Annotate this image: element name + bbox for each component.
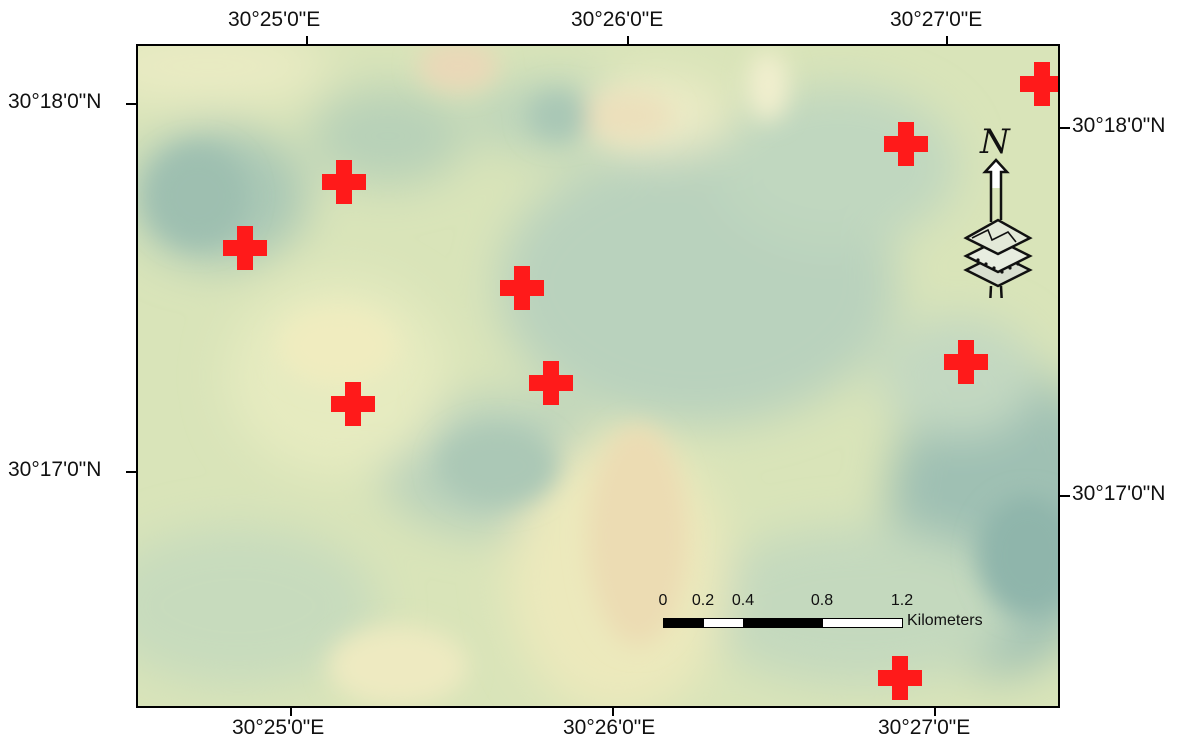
tick-top-1 [306,36,308,46]
lat-label-right-2: 30°17'0"N [1072,482,1166,505]
tick-top-3 [946,36,948,46]
lon-label-top-1: 30°25'0"E [228,8,321,31]
tick-right-1 [1060,127,1070,129]
marker-4[interactable] [529,361,573,405]
lon-label-bottom-3: 30°27'0"E [878,716,971,739]
marker-5[interactable] [331,382,375,426]
scale-label-0: 0 [658,592,668,609]
lat-label-left-2: 30°17'0"N [8,458,102,481]
scale-segment-4 [822,618,903,628]
tick-bottom-2 [612,706,614,716]
scale-label-0-8: 0.8 [810,592,834,609]
scale-bar: 0 0.2 0.4 0.8 1.2 Kilometers [658,592,1018,636]
lon-label-bottom-1: 30°25'0"E [232,716,325,739]
marker-1[interactable] [322,160,366,204]
scale-label-0-4: 0.4 [731,592,755,609]
north-arrow: N [958,122,1038,298]
scale-unit: Kilometers [907,612,983,629]
scale-segment-2 [703,618,744,628]
north-label: N [980,122,1010,162]
lat-label-left-1: 30°18'0"N [8,90,102,113]
lon-label-bottom-2: 30°26'0"E [563,716,656,739]
tick-bottom-3 [934,706,936,716]
marker-2[interactable] [223,226,267,270]
north-arrow-icon [963,158,1033,298]
scale-segment-3 [743,618,823,628]
lon-label-top-3: 30°27'0"E [890,8,983,31]
lat-label-right-1: 30°18'0"N [1072,114,1166,137]
scale-segment-1 [663,618,704,628]
marker-6[interactable] [884,122,928,166]
marker-9[interactable] [878,656,922,700]
scale-label-1-2: 1.2 [890,592,914,609]
marker-7[interactable] [1020,62,1060,106]
scale-label-0-2: 0.2 [691,592,715,609]
tick-left-1 [126,103,136,105]
marker-3[interactable] [500,266,544,310]
tick-top-2 [627,36,629,46]
tick-bottom-1 [290,706,292,716]
map-frame[interactable]: N 0 0.2 0.4 0.8 1.2 Kilometers [136,44,1060,708]
lon-label-top-2: 30°26'0"E [571,8,664,31]
tick-left-2 [126,471,136,473]
tick-right-2 [1060,495,1070,497]
marker-8[interactable] [944,340,988,384]
